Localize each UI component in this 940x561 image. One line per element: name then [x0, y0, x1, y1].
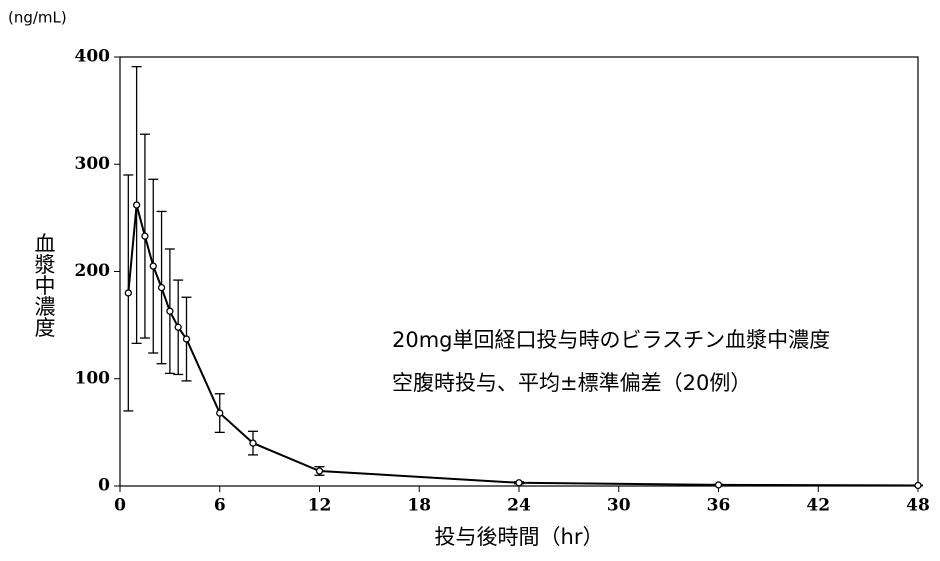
x-tick-label: 36 — [707, 496, 731, 516]
x-tick-label: 12 — [308, 496, 332, 516]
x-tick-label: 30 — [607, 496, 631, 516]
x-tick-label: 48 — [906, 496, 930, 516]
marker — [157, 283, 166, 292]
marker — [166, 307, 174, 315]
x-tick-label: 18 — [407, 496, 431, 516]
marker — [141, 232, 149, 240]
x-tick-label: 24 — [507, 496, 531, 516]
marker — [132, 201, 141, 209]
marker — [249, 439, 257, 447]
marker — [149, 262, 157, 270]
marker — [515, 479, 523, 487]
y-tick-label: 0 — [98, 476, 110, 496]
annotation: 空腹時投与、平均±標準偏差（20例） — [392, 371, 751, 395]
marker — [124, 289, 132, 297]
y-tick-label: 100 — [75, 368, 111, 388]
x-tick-label: 6 — [214, 496, 226, 516]
marker — [315, 467, 324, 475]
marker — [216, 409, 224, 417]
annotation: 20mg単回経口投与時のビラスチン血漿中濃度 — [392, 328, 830, 352]
x-tick-label: 0 — [114, 496, 126, 516]
x-axis-label: 投与後時間（hr） — [435, 525, 604, 549]
y-unit: (ng/mL) — [8, 9, 67, 27]
marker — [182, 335, 191, 343]
y-tick-label: 200 — [75, 261, 111, 281]
marker — [914, 481, 922, 490]
y-tick-label: 400 — [75, 47, 111, 67]
y-axis-label: 血漿中濃度 — [32, 233, 56, 338]
x-tick-label: 42 — [806, 496, 830, 516]
y-tick-label: 300 — [75, 154, 111, 174]
marker — [174, 323, 182, 331]
marker — [714, 481, 723, 489]
line — [127, 204, 919, 487]
